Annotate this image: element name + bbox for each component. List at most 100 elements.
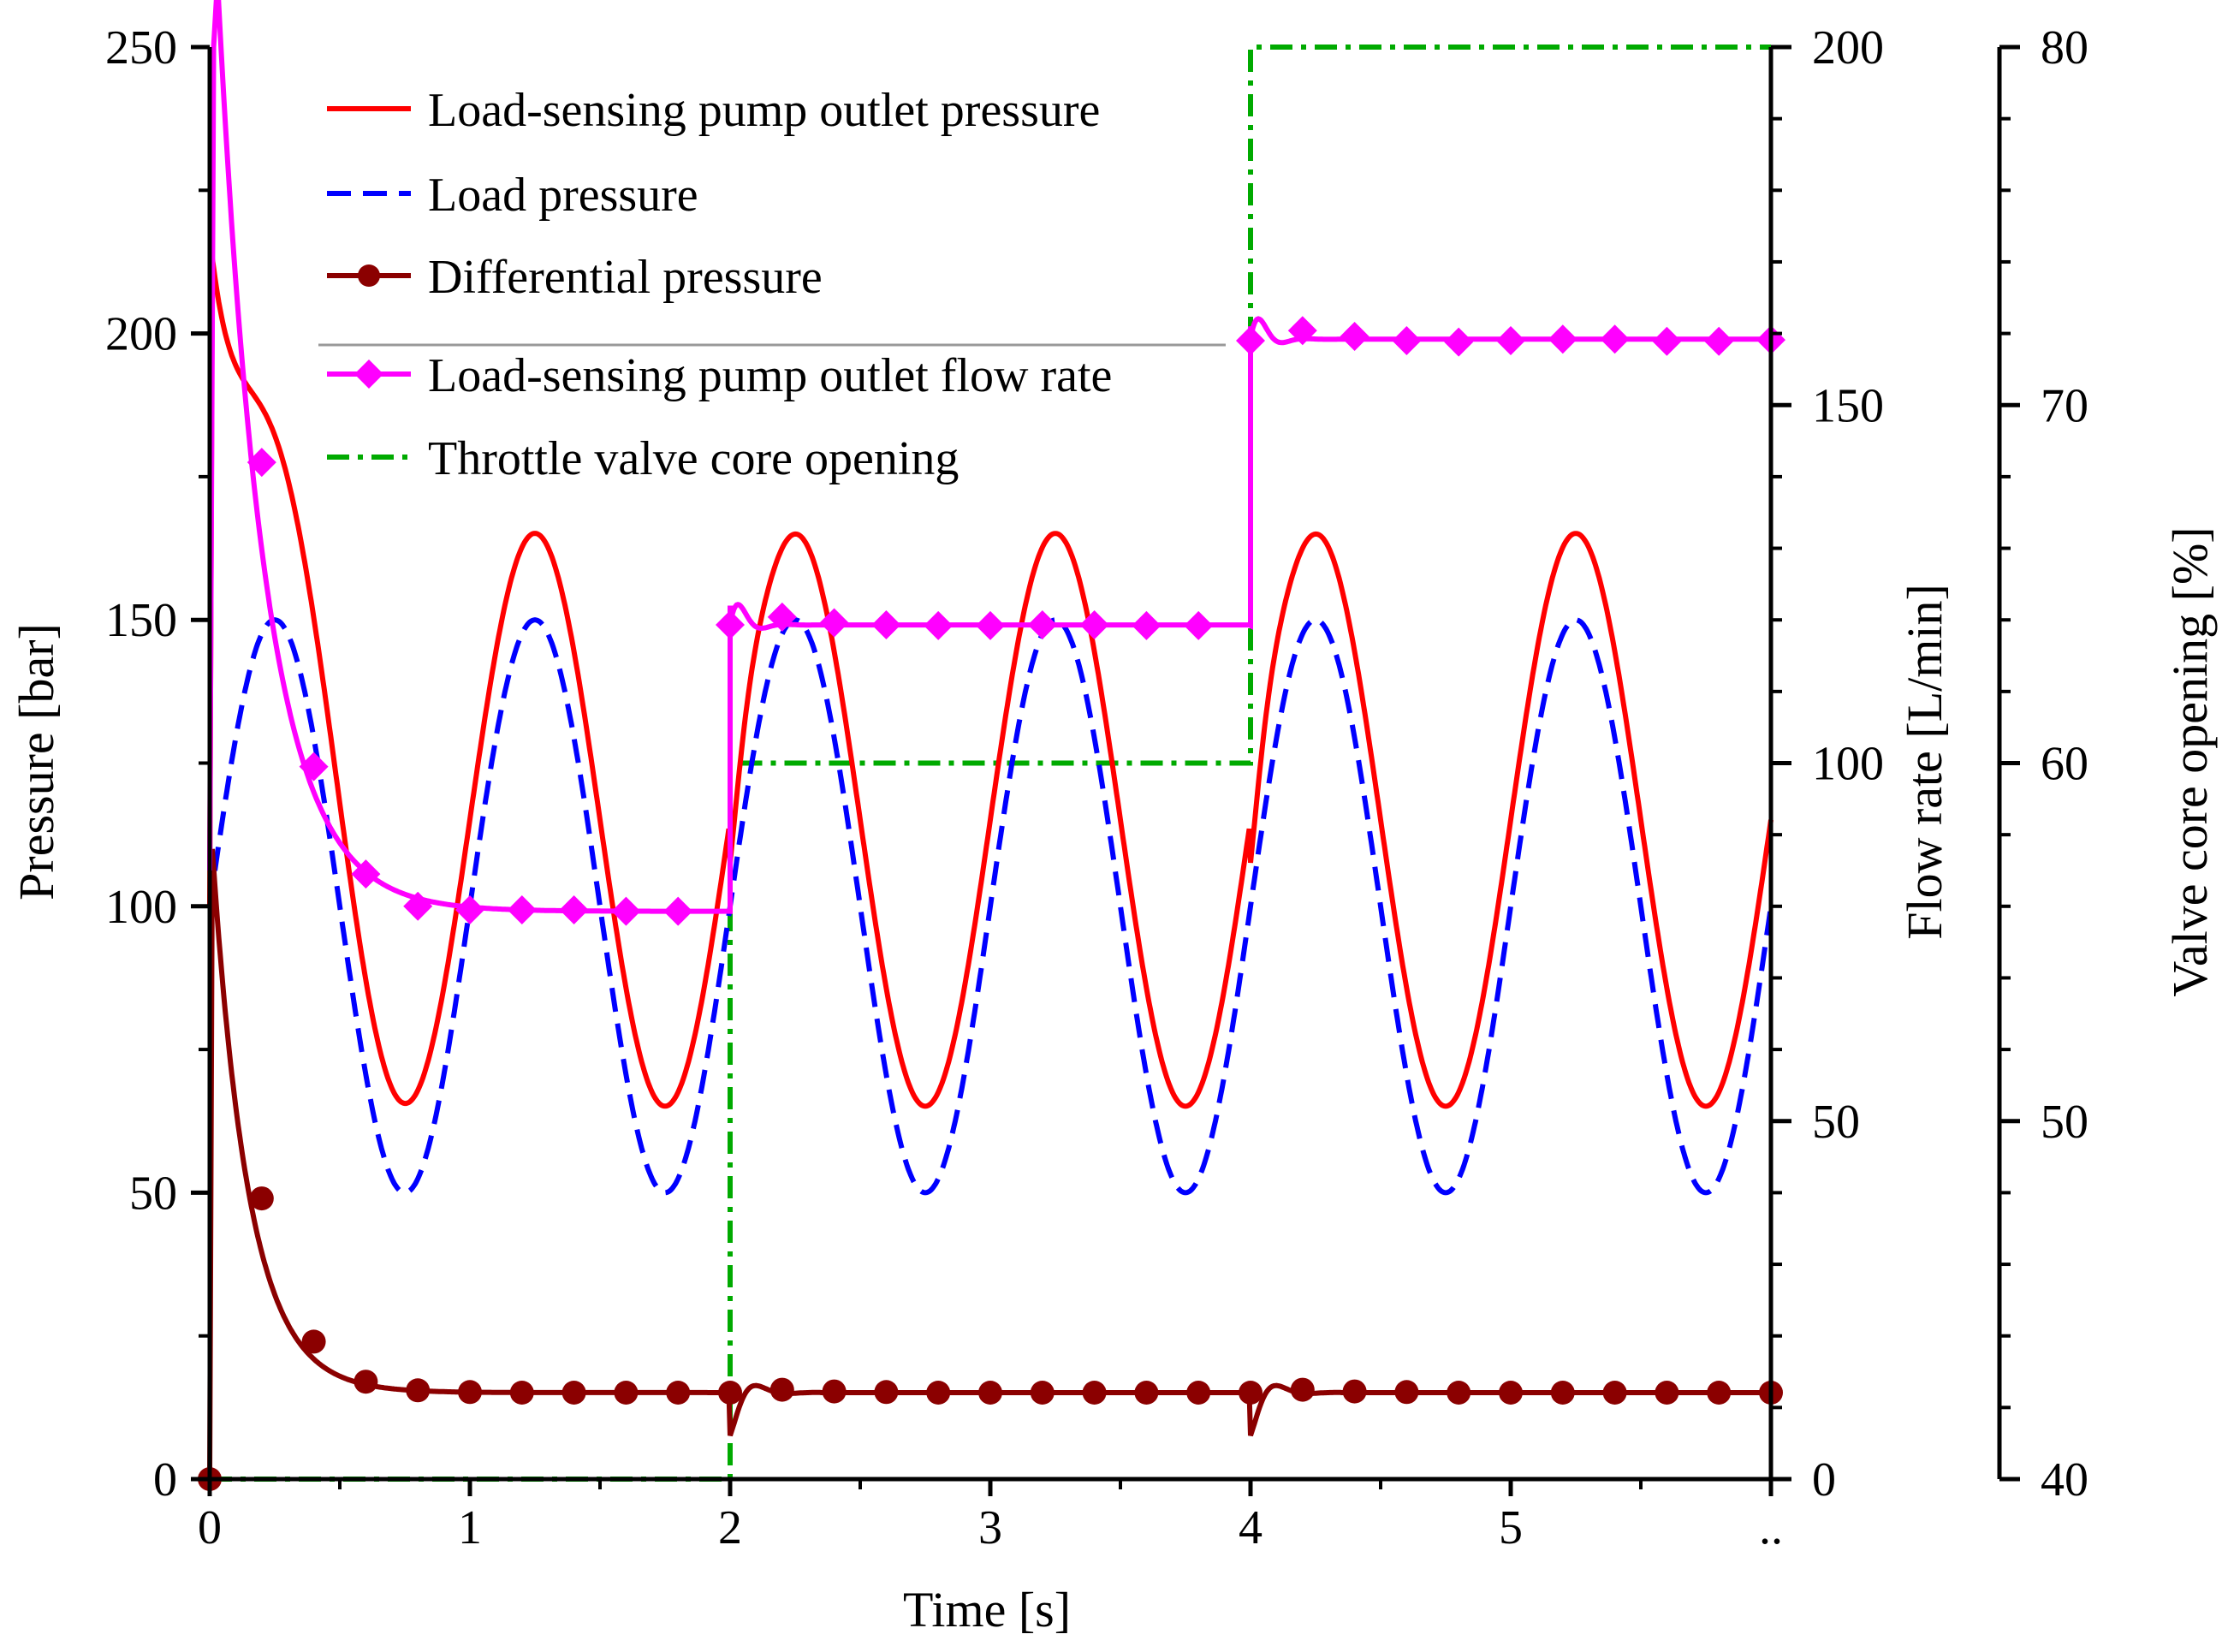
flow-rate-marker xyxy=(507,894,537,924)
differential-pressure-marker xyxy=(1342,1379,1367,1404)
x-tick-label: 2 xyxy=(718,1501,742,1554)
differential-pressure-marker xyxy=(666,1381,691,1405)
flow-rate-marker xyxy=(299,752,329,781)
flow-tick-label: 100 xyxy=(1812,738,1884,791)
plot-markers xyxy=(198,316,1785,1491)
flow-rate-marker xyxy=(819,608,849,638)
opening-tick-label: 80 xyxy=(2041,21,2088,74)
legend-marker-diamond xyxy=(354,360,383,389)
x-tick-label: 1 xyxy=(458,1501,482,1554)
legend-label-load-pressure: Load pressure xyxy=(428,169,698,222)
flow-axis-title: Flow rate [L/min] xyxy=(1897,584,1952,940)
flow-rate-marker xyxy=(1392,325,1422,355)
flow-rate-marker xyxy=(1704,326,1734,356)
legend-label-flow-rate: Load-sensing pump outlet flow rate xyxy=(428,349,1112,402)
pressure-tick-label: 0 xyxy=(153,1453,177,1506)
differential-pressure-marker xyxy=(249,1186,274,1211)
legend-item-pump-pressure: Load-sensing pump outlet pressure xyxy=(327,84,1100,137)
legend-item-flow-rate: Load-sensing pump outlet flow rate xyxy=(327,349,1112,402)
differential-pressure-marker xyxy=(561,1381,586,1405)
flow-rate-marker xyxy=(611,896,641,926)
flow-rate-marker xyxy=(1444,327,1474,357)
differential-pressure-marker xyxy=(301,1329,326,1354)
legend-item-valve-opening: Throttle valve core opening xyxy=(327,432,959,485)
differential-pressure-marker xyxy=(458,1380,482,1405)
flow-rate-marker xyxy=(559,894,589,924)
differential-pressure-marker xyxy=(406,1378,431,1403)
differential-pressure-marker xyxy=(1290,1377,1315,1402)
opening-axis-title: Valve core opening [%] xyxy=(2162,526,2218,996)
differential-pressure-marker xyxy=(1394,1380,1419,1405)
axis-ticks: 0 1 2 3 4 5 .. 0 50 100 150 200 250 0 50 100 150 200 40 50 6… xyxy=(105,21,2088,1554)
differential-pressure-marker xyxy=(509,1381,534,1405)
legend-label-pump-pressure: Load-sensing pump outlet pressure xyxy=(428,84,1100,137)
flow-rate-marker xyxy=(1184,610,1214,640)
flow-rate-marker xyxy=(976,610,1005,640)
flow-tick-label: 50 xyxy=(1812,1096,1860,1149)
opening-tick-label: 40 xyxy=(2041,1453,2088,1506)
opening-tick-label: 50 xyxy=(2041,1096,2088,1149)
flow-rate-marker xyxy=(1236,325,1265,355)
legend-item-differential-pressure: Differential pressure xyxy=(327,251,823,304)
differential-pressure-marker xyxy=(769,1377,794,1402)
differential-pressure-marker xyxy=(1082,1381,1107,1405)
differential-pressure-marker xyxy=(1707,1381,1732,1405)
differential-pressure-marker xyxy=(1447,1381,1471,1405)
differential-pressure-marker xyxy=(1134,1381,1159,1405)
x-tick-label: 0 xyxy=(198,1501,222,1554)
axes: 0 1 2 3 4 5 .. 0 50 100 150 200 250 0 50 100 150 200 40 50 6… xyxy=(105,21,2088,1554)
legend-label-valve-opening: Throttle valve core opening xyxy=(428,432,959,485)
legend-marker-circle xyxy=(358,264,380,287)
pressure-tick-label: 200 xyxy=(105,308,177,361)
flow-rate-marker xyxy=(455,894,484,924)
flow-rate-marker xyxy=(924,610,954,640)
differential-pressure-marker xyxy=(614,1381,639,1405)
differential-pressure-marker xyxy=(1239,1381,1263,1405)
x-tick-label: 3 xyxy=(978,1501,1002,1554)
differential-pressure-marker xyxy=(1602,1381,1627,1405)
differential-pressure-marker xyxy=(874,1380,899,1405)
differential-pressure-marker xyxy=(1186,1381,1211,1405)
flow-rate-marker xyxy=(247,448,276,478)
flow-rate-marker xyxy=(1027,610,1057,640)
opening-tick-label: 60 xyxy=(2041,738,2088,791)
flow-rate-marker xyxy=(871,610,901,640)
flow-tick-label: 150 xyxy=(1812,379,1884,432)
series-pump-pressure-line xyxy=(207,258,1773,1109)
differential-pressure-marker xyxy=(1655,1381,1679,1405)
flow-rate-marker xyxy=(1132,610,1162,640)
pressure-tick-label: 150 xyxy=(105,594,177,647)
differential-pressure-marker xyxy=(1030,1381,1055,1405)
flow-tick-label: 0 xyxy=(1812,1453,1836,1506)
differential-pressure-marker xyxy=(1550,1381,1575,1405)
x-tick-label: 4 xyxy=(1239,1501,1263,1554)
x-axis-title: Time [s] xyxy=(903,1582,1071,1637)
x-tick-label: .. xyxy=(1759,1501,1783,1554)
flow-rate-marker xyxy=(351,859,381,889)
differential-pressure-marker xyxy=(354,1370,378,1394)
legend: Load-sensing pump outlet pressure Load p… xyxy=(318,84,1226,485)
differential-pressure-marker xyxy=(1499,1381,1523,1405)
flow-rate-marker xyxy=(1600,324,1630,354)
flow-rate-marker xyxy=(1340,321,1369,351)
legend-label-differential-pressure: Differential pressure xyxy=(428,251,823,304)
differential-pressure-marker xyxy=(718,1381,742,1405)
flow-rate-marker xyxy=(403,891,433,921)
legend-item-load-pressure: Load pressure xyxy=(327,169,698,222)
flow-rate-marker xyxy=(1652,326,1682,356)
pressure-tick-label: 100 xyxy=(105,881,177,934)
differential-pressure-marker xyxy=(822,1379,847,1404)
flow-tick-label: 200 xyxy=(1812,21,1884,74)
differential-pressure-marker xyxy=(926,1381,951,1405)
flow-rate-marker xyxy=(1079,610,1109,640)
flow-rate-marker xyxy=(716,610,745,640)
flow-rate-marker xyxy=(1287,316,1317,346)
flow-rate-marker xyxy=(663,896,693,926)
flow-rate-marker xyxy=(1548,324,1577,354)
flow-rate-marker xyxy=(767,602,797,632)
pressure-tick-label: 250 xyxy=(105,21,177,74)
opening-tick-label: 70 xyxy=(2041,379,2088,432)
flow-rate-marker xyxy=(1496,325,1525,355)
